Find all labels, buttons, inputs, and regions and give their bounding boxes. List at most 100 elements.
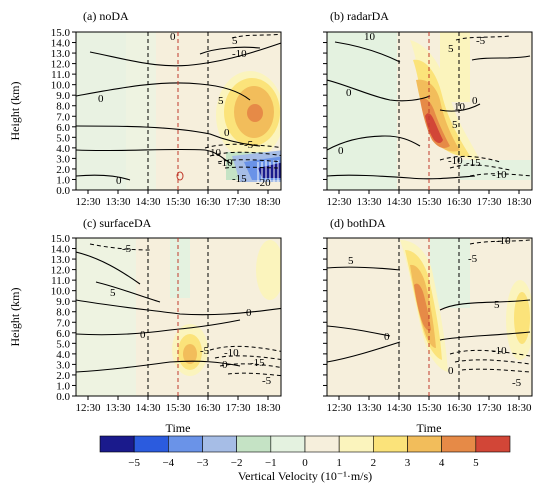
colorbar-tick: −4: [162, 457, 174, 469]
contour-label: -10: [232, 48, 247, 60]
contour-label: -5: [476, 35, 486, 47]
ytick-label: 8.0: [56, 101, 70, 113]
contour-label: -20: [256, 177, 271, 189]
contour-label: 5: [218, 95, 224, 107]
xtick-label: 15:30: [165, 196, 191, 208]
xtick-label: 18:30: [506, 196, 532, 208]
xtick-label: 12:30: [75, 196, 101, 208]
contour-label: -5: [512, 377, 522, 389]
colorbar-swatch: [407, 435, 442, 453]
contour-label: -15: [466, 157, 481, 169]
contour-label: 0: [384, 331, 390, 343]
contour-label: -5: [200, 345, 210, 357]
contour-label: -10: [492, 345, 507, 357]
colorbar-ticks: −5 −4 −3 −2 −1 0 1 2 3 4 5: [128, 457, 479, 469]
xtick-label: 14:30: [135, 402, 161, 414]
ytick-label: 6.0: [56, 122, 70, 134]
colorbar-swatch: [202, 435, 237, 453]
ytick-label: 11.0: [51, 275, 70, 287]
contour-label: 0: [98, 93, 104, 105]
xtick-label: 13:30: [356, 402, 382, 414]
panel-d-contour-labels: -10 5 -5 0 -10 5 0 -5: [348, 235, 522, 389]
xtick-label: 15:30: [165, 402, 191, 414]
panel-a-xticks: 12:30 13:30 14:30 15:30 16:30 17:30 18:30: [75, 190, 281, 208]
contour-label: 0: [224, 127, 230, 139]
colorbar-swatch: [373, 435, 408, 453]
xtick-label: 12:30: [75, 402, 101, 414]
xtick-label: 16:30: [446, 196, 472, 208]
ytick-label: 4.0: [56, 143, 70, 155]
ytick-label: 1.0: [56, 174, 70, 186]
ytick-label: 0.0: [56, 185, 70, 197]
contour-label: -10: [492, 169, 507, 181]
colorbar-swatch: [168, 435, 203, 453]
ytick-label: 7.0: [56, 317, 70, 329]
ytick-label: 1.0: [56, 380, 70, 392]
ytick-label: 10.0: [51, 80, 71, 92]
contour-label: 0: [246, 307, 252, 319]
contour-label: 0: [448, 365, 454, 377]
contour-label: 5: [348, 255, 354, 267]
contour-label: 5: [448, 43, 454, 55]
panel-b-contour-labels: 10 -5 5 0 0 0 10 5 -10 -15 -10: [338, 31, 507, 181]
xtick-label: 13:30: [356, 196, 382, 208]
panel-c-field: [76, 238, 281, 396]
ytick-label: 4.0: [56, 349, 70, 361]
panel-c-contour-labels: -5 5 0 0 0 -5 -10 -15 -5: [110, 243, 272, 387]
panel-b-title: (b) radarDA: [330, 9, 389, 23]
contour-label: 5: [452, 119, 458, 131]
xtick-label: 17:30: [476, 402, 502, 414]
contour-label: 10: [210, 147, 222, 159]
colorbar-swatch: [475, 435, 511, 453]
ytick-label: 5.0: [56, 338, 70, 350]
ytick-label: 0.0: [56, 391, 70, 403]
panel-c-xticks: 12:30 13:30 14:30 15:30 16:30 17:30 18:30: [75, 396, 281, 414]
panel-b-field: [327, 32, 532, 190]
xtick-label: 15:30: [416, 402, 442, 414]
colorbar-swatch: [270, 435, 306, 453]
panel-c-title: (c) surfaceDA: [83, 216, 152, 230]
colorbar-tick: −1: [265, 457, 277, 469]
panel-a-ylabel: Height (km): [8, 82, 22, 141]
ytick-label: 5.0: [56, 132, 70, 144]
panel-d-xticks: 12:30 13:30 14:30 15:30 16:30 17:30 18:30: [326, 396, 532, 414]
panel-d-field: [327, 238, 532, 373]
ytick-label: 2.0: [56, 164, 70, 176]
ytick-label: 3.0: [56, 153, 70, 165]
colorbar-tick: −2: [231, 457, 243, 469]
xtick-label: 16:30: [446, 402, 472, 414]
ytick-label: 10.0: [51, 286, 71, 298]
contour-label: 5: [494, 299, 500, 311]
contour-label: -5: [122, 243, 132, 255]
ytick-label: 13.0: [51, 254, 71, 266]
panel-b-yticks: [323, 31, 327, 191]
colorbar-swatch: [338, 435, 374, 453]
colorbar-label: Vertical Velocity (10⁻¹·m/s): [238, 469, 372, 483]
colorbar-tick: 2: [371, 457, 377, 469]
xtick-label: 18:30: [506, 402, 532, 414]
colorbar-tick: 1: [336, 457, 342, 469]
colorbar-tick: −3: [197, 457, 209, 469]
xtick-label: 13:30: [105, 402, 131, 414]
contour-label: -10: [224, 347, 239, 359]
panel-b: (b) radarDA 12:30 13:30 14:30 15:30 16:30 17:…: [323, 9, 533, 208]
xtick-label: 15:30: [416, 196, 442, 208]
colorbar-swatch: [133, 435, 169, 453]
xtick-label: 13:30: [105, 196, 131, 208]
panel-c-ylabel: Height (km): [8, 288, 22, 347]
panel-c-xlabel: Time: [166, 421, 191, 435]
colorbar-tick: 4: [439, 457, 445, 469]
ytick-label: 6.0: [56, 328, 70, 340]
colorbar-swatch: [236, 435, 272, 453]
panel-d-title: (d) bothDA: [330, 216, 386, 230]
contour-label: -15: [232, 173, 247, 185]
colorbar-tick: 5: [473, 457, 479, 469]
ytick-label: 2.0: [56, 370, 70, 382]
contour-label: 0: [472, 95, 478, 107]
ytick-label: 3.0: [56, 359, 70, 371]
contour-label: 0: [222, 359, 228, 371]
colorbar-tick: −5: [128, 457, 140, 469]
panel-d-xlabel: Time: [417, 421, 442, 435]
xtick-label: 16:30: [195, 402, 221, 414]
